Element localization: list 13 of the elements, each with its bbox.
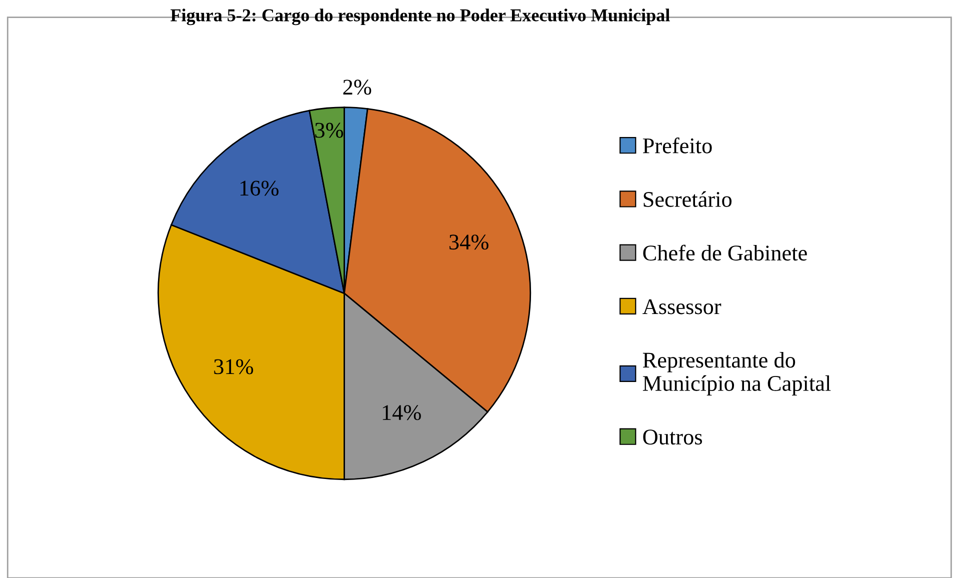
legend-label: Assessor — [642, 299, 722, 314]
data-label: 3% — [315, 122, 344, 138]
data-label: 2% — [343, 80, 372, 95]
data-label: 34% — [450, 234, 488, 250]
legend-label: Secretário — [644, 191, 732, 207]
legend-label: Prefeito — [642, 137, 712, 154]
data-label: 14% — [382, 405, 421, 420]
legend-label: Representante do Município na Capital — [642, 352, 831, 396]
legend-label: Chefe de Gabinete — [643, 244, 807, 261]
data-label: 31% — [214, 359, 254, 374]
chart-title: Figura 5-2: Cargo do respondente no Poder Executivo Municipal — [170, 8, 670, 26]
legend-label: Outros — [643, 430, 702, 445]
data-label: 16% — [240, 180, 279, 196]
